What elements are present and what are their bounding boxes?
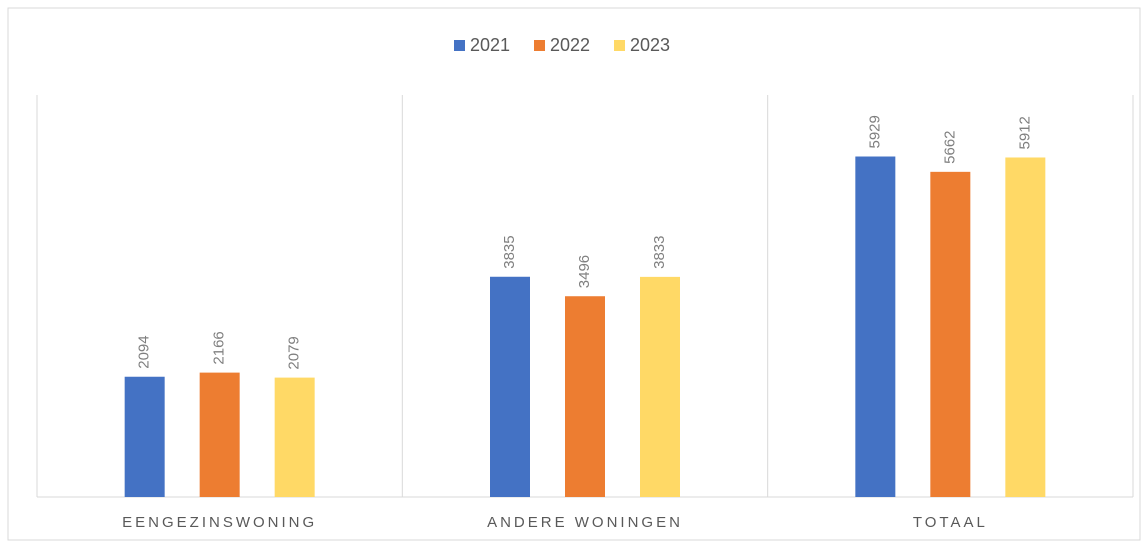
legend-label: 2022 [550, 35, 590, 55]
bar [855, 156, 896, 498]
data-label: 5929 [866, 115, 883, 148]
data-label: 5912 [1016, 116, 1033, 149]
x-tick-label: EENGEZINSWONING [122, 514, 317, 531]
bar [274, 377, 315, 497]
bar [565, 296, 605, 497]
bar [199, 372, 240, 497]
x-tick-label: ANDERE WONINGEN [487, 514, 683, 531]
legend-label: 2021 [470, 35, 510, 55]
data-label: 2166 [211, 331, 228, 364]
data-label: 3835 [501, 235, 518, 268]
bar [640, 276, 680, 497]
data-label: 2079 [286, 336, 303, 369]
data-label: 2094 [136, 335, 153, 368]
legend-swatch [534, 40, 545, 51]
bar [124, 376, 165, 497]
legend-label: 2023 [630, 35, 670, 55]
bar [490, 276, 530, 497]
x-tick-label: TOTAAL [913, 514, 988, 531]
bar [930, 171, 971, 498]
data-label: 5662 [941, 130, 958, 163]
legend-swatch [454, 40, 465, 51]
data-label: 3496 [576, 255, 593, 288]
legend-swatch [614, 40, 625, 51]
data-label: 3833 [651, 236, 668, 269]
bar [1005, 157, 1046, 497]
